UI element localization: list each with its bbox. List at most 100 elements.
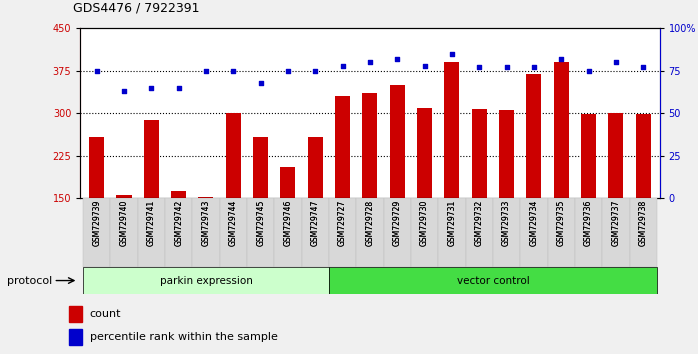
Text: GSM729744: GSM729744 [229, 200, 238, 246]
Text: GDS4476 / 7922391: GDS4476 / 7922391 [73, 1, 200, 14]
Bar [472, 109, 487, 198]
Bar [362, 93, 378, 198]
Point [173, 85, 184, 91]
Bar [68, 306, 82, 321]
Text: parkin expression: parkin expression [160, 275, 253, 286]
Text: GSM729737: GSM729737 [611, 200, 621, 246]
Text: GSM729733: GSM729733 [502, 200, 511, 246]
Bar [302, 198, 329, 267]
Bar [417, 108, 432, 198]
Text: GSM729747: GSM729747 [311, 200, 320, 246]
Point [446, 51, 457, 57]
Bar [193, 198, 220, 267]
Bar [83, 267, 329, 294]
Point [528, 64, 540, 70]
Bar [329, 198, 356, 267]
Point [501, 64, 512, 70]
Point [310, 68, 321, 74]
Bar [335, 96, 350, 198]
Bar [609, 113, 623, 198]
Point [556, 56, 567, 62]
Text: GSM729737: GSM729737 [611, 200, 621, 246]
Bar [636, 114, 651, 198]
Bar [198, 197, 214, 198]
Text: GSM729742: GSM729742 [174, 200, 183, 246]
Bar [581, 114, 596, 198]
Bar [117, 195, 131, 198]
Text: GSM729736: GSM729736 [584, 200, 593, 246]
Text: GSM729734: GSM729734 [529, 200, 538, 246]
Text: GSM729728: GSM729728 [366, 200, 374, 246]
Bar [225, 113, 241, 198]
Bar [466, 198, 493, 267]
Text: GSM729747: GSM729747 [311, 200, 320, 246]
Bar [602, 198, 630, 267]
Bar [384, 198, 411, 267]
Text: GSM729746: GSM729746 [283, 200, 292, 246]
Bar [547, 198, 575, 267]
Text: GSM729740: GSM729740 [119, 200, 128, 246]
Bar [138, 198, 165, 267]
Bar [274, 198, 302, 267]
Text: GSM729733: GSM729733 [502, 200, 511, 246]
Text: GSM729743: GSM729743 [202, 200, 211, 246]
Bar [68, 329, 82, 345]
Point [610, 59, 621, 65]
Text: GSM729744: GSM729744 [229, 200, 238, 246]
Bar [110, 198, 138, 267]
Point [119, 88, 130, 94]
Bar [411, 198, 438, 267]
Text: GSM729728: GSM729728 [366, 200, 374, 246]
Point [146, 85, 157, 91]
Point [419, 63, 430, 69]
Text: GSM729738: GSM729738 [639, 200, 648, 246]
Text: GSM729742: GSM729742 [174, 200, 183, 246]
Text: GSM729745: GSM729745 [256, 200, 265, 246]
Text: protocol: protocol [7, 275, 52, 286]
Text: GSM729735: GSM729735 [557, 200, 566, 246]
Bar [493, 198, 520, 267]
Text: GSM729734: GSM729734 [529, 200, 538, 246]
Text: GSM729745: GSM729745 [256, 200, 265, 246]
Bar [89, 137, 104, 198]
Point [638, 64, 649, 70]
Text: percentile rank within the sample: percentile rank within the sample [89, 332, 277, 342]
Text: GSM729730: GSM729730 [420, 200, 429, 246]
Point [392, 56, 403, 62]
Text: GSM729730: GSM729730 [420, 200, 429, 246]
Text: GSM729739: GSM729739 [92, 200, 101, 246]
Bar [499, 110, 514, 198]
Text: GSM729727: GSM729727 [338, 200, 347, 246]
Bar [389, 85, 405, 198]
Text: GSM729740: GSM729740 [119, 200, 128, 246]
Point [228, 68, 239, 74]
Bar [83, 198, 110, 267]
Bar [438, 198, 466, 267]
Point [364, 59, 376, 65]
Bar [329, 267, 657, 294]
Bar [630, 198, 657, 267]
Point [337, 63, 348, 69]
Text: GSM729739: GSM729739 [92, 200, 101, 246]
Bar [554, 62, 569, 198]
Bar [253, 137, 268, 198]
Text: GSM729743: GSM729743 [202, 200, 211, 246]
Bar [575, 198, 602, 267]
Point [583, 68, 594, 74]
Text: count: count [89, 309, 121, 319]
Point [91, 68, 102, 74]
Point [474, 64, 485, 70]
Text: GSM729729: GSM729729 [393, 200, 402, 246]
Bar [520, 198, 547, 267]
Bar [220, 198, 247, 267]
Bar [308, 137, 322, 198]
Text: GSM729727: GSM729727 [338, 200, 347, 246]
Point [255, 80, 266, 86]
Point [283, 68, 294, 74]
Text: GSM729732: GSM729732 [475, 200, 484, 246]
Text: GSM729736: GSM729736 [584, 200, 593, 246]
Text: GSM729738: GSM729738 [639, 200, 648, 246]
Bar [445, 62, 459, 198]
Text: vector control: vector control [456, 275, 529, 286]
Text: GSM729735: GSM729735 [557, 200, 566, 246]
